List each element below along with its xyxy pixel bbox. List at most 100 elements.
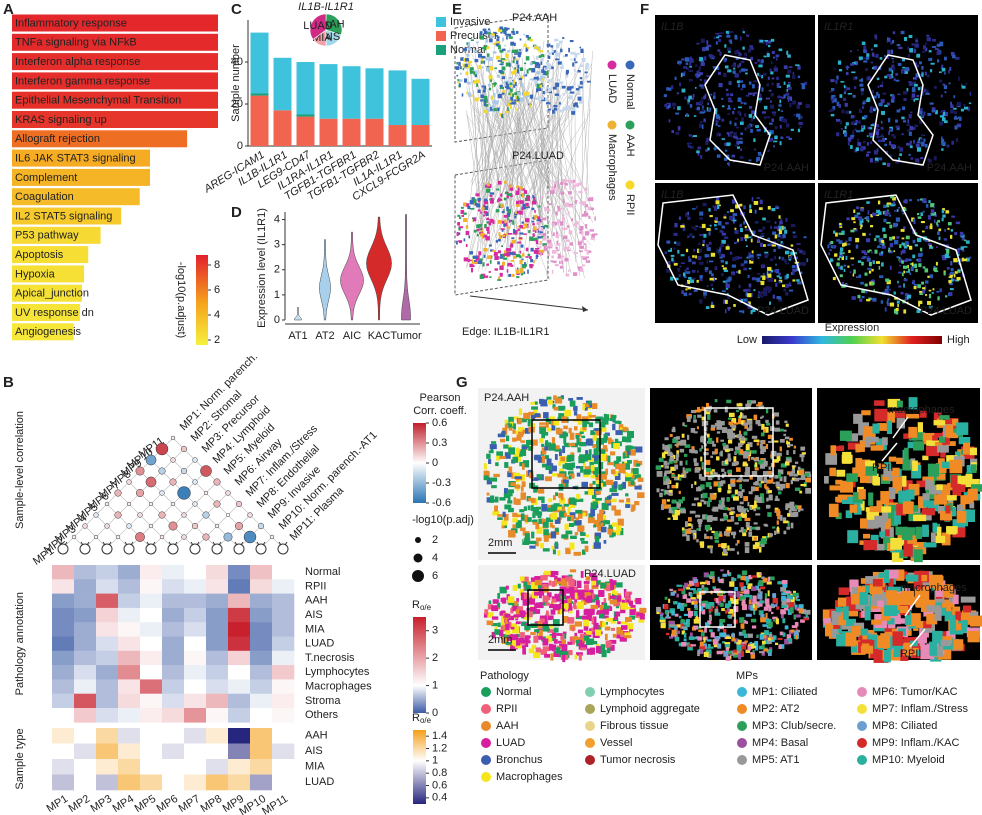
tissue-spot xyxy=(875,214,880,216)
heat-cell xyxy=(162,650,185,666)
tissue-spot xyxy=(701,223,706,229)
tissue-spot xyxy=(943,238,948,241)
tissue-spot xyxy=(495,209,500,213)
tissue-spot xyxy=(541,97,545,100)
tissue-spot xyxy=(728,81,732,84)
tissue-spot xyxy=(916,480,926,488)
tissue-spot xyxy=(483,46,487,51)
heat-cell xyxy=(52,622,75,637)
tissue-spot xyxy=(769,533,773,537)
tissue-spot xyxy=(529,103,531,108)
tissue-spot xyxy=(696,279,699,283)
tissue-spot xyxy=(761,463,765,467)
tissue-spot xyxy=(874,160,878,164)
tissue-spot xyxy=(713,267,717,270)
tissue-spot xyxy=(778,281,781,284)
tissue-spot xyxy=(882,210,885,215)
tissue-spot xyxy=(525,48,529,52)
tissue-spot xyxy=(781,96,785,99)
tissue-spot xyxy=(488,75,493,80)
tissue-spot xyxy=(936,223,939,228)
tissue-spot xyxy=(542,548,550,552)
tissue-spot xyxy=(699,274,703,279)
tissue-spot xyxy=(468,235,471,239)
tissue-spot xyxy=(724,471,727,476)
tissue-spot xyxy=(717,221,722,226)
tissue-spot xyxy=(922,45,927,50)
tissue-spot xyxy=(948,292,953,296)
tissue-spot xyxy=(613,530,621,535)
tissue-spot xyxy=(783,530,787,535)
tissue-spot xyxy=(784,250,790,255)
tissue-spot xyxy=(521,258,524,261)
tissue-spot xyxy=(513,416,519,420)
edge xyxy=(511,72,591,202)
heat-cell xyxy=(74,679,97,694)
tissue-spot xyxy=(492,42,497,45)
tissue-spot xyxy=(771,452,774,459)
tissue-spot xyxy=(748,526,752,532)
tissue-spot xyxy=(738,310,743,313)
tissue-spot xyxy=(637,477,644,482)
tissue-spot xyxy=(830,258,833,263)
tissue-spot xyxy=(467,205,471,210)
tissue-spot xyxy=(877,157,883,160)
tissue-spot xyxy=(562,445,566,454)
tissue-spot xyxy=(841,109,845,114)
bar xyxy=(12,188,140,206)
tissue-spot xyxy=(956,123,962,128)
tissue-spot xyxy=(537,221,540,225)
tissue-spot xyxy=(696,539,699,543)
tissue-spot xyxy=(588,414,596,418)
tissue-spot xyxy=(706,516,713,523)
tissue-spot xyxy=(625,504,631,508)
tissue-spot xyxy=(888,75,892,80)
tissue-spot xyxy=(941,532,951,546)
tissue-spot xyxy=(852,273,855,277)
tissue-spot xyxy=(947,227,950,230)
tissue-spot xyxy=(696,106,701,111)
tissue-spot xyxy=(879,275,884,279)
tissue-spot xyxy=(737,491,743,497)
tissue-spot xyxy=(533,519,538,523)
tissue-spot xyxy=(470,265,475,267)
tissue-spot xyxy=(856,212,861,215)
corr-dot xyxy=(223,532,233,542)
tissue-spot xyxy=(824,476,829,484)
tissue-spot xyxy=(872,297,877,302)
tissue-spot xyxy=(516,598,519,603)
tissue-spot xyxy=(680,262,685,264)
tissue-spot xyxy=(694,497,699,501)
tissue-spot xyxy=(510,96,514,101)
tissue-spot xyxy=(535,239,539,245)
tissue-spot xyxy=(891,70,894,74)
tissue-spot xyxy=(895,160,900,164)
tissue-spot xyxy=(850,229,855,233)
tissue-spot xyxy=(742,28,744,32)
tissue-spot xyxy=(479,274,484,279)
tissue-spot xyxy=(710,494,717,500)
tissue-spot xyxy=(527,517,532,522)
tissue-spot xyxy=(523,271,526,275)
tissue-spot xyxy=(686,416,691,422)
tissue-spot xyxy=(538,251,542,254)
tissue-spot xyxy=(591,594,600,601)
tissue-spot xyxy=(705,459,711,465)
edge xyxy=(484,110,577,271)
tissue-spot xyxy=(952,527,966,538)
tissue-spot xyxy=(863,45,867,50)
tissue-spot xyxy=(877,423,887,431)
heat-cell xyxy=(74,743,97,760)
tissue-spot xyxy=(489,444,497,450)
tissue-spot xyxy=(699,217,703,220)
tissue-spot xyxy=(715,200,720,205)
term-label: IL2 STAT5 signaling xyxy=(15,210,112,222)
tissue-spot xyxy=(494,67,497,70)
tissue-spot xyxy=(913,48,917,53)
tissue-spot xyxy=(909,272,912,275)
tissue-spot xyxy=(888,67,893,72)
tissue-spot xyxy=(773,113,776,117)
tissue-spot xyxy=(743,68,748,72)
tissue-spot xyxy=(737,516,742,522)
tissue-spot xyxy=(508,92,512,96)
